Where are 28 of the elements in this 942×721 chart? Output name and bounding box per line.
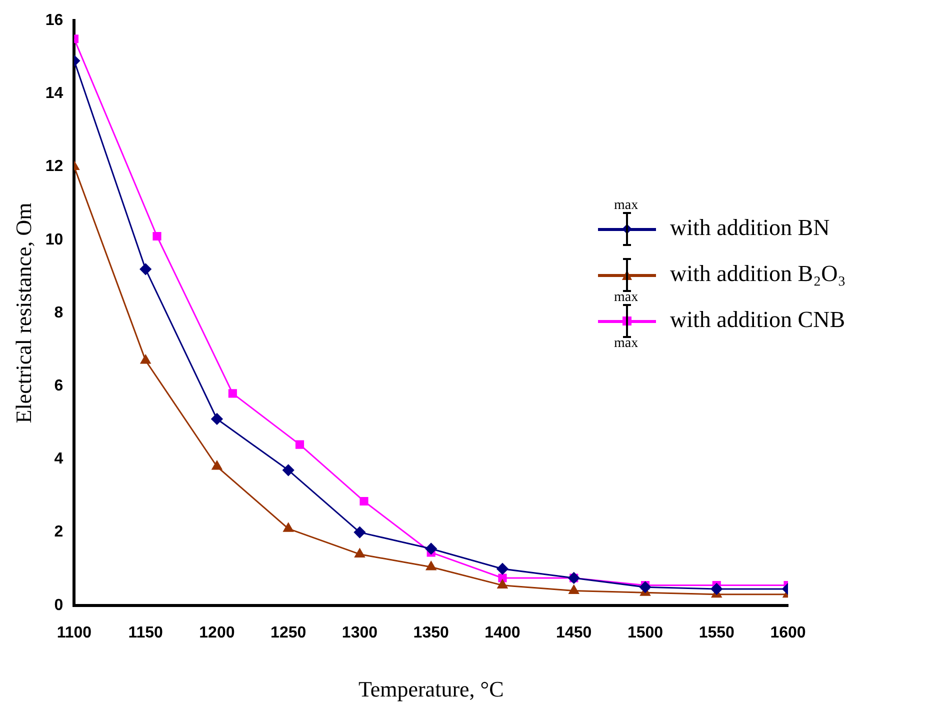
annotation: max: [614, 290, 638, 306]
x-tick-label: 1400: [484, 624, 520, 642]
legend-label: with addition B₂O₃: [670, 261, 846, 287]
y-tick-label: 2: [54, 524, 64, 541]
legend-label: with addition CNB: [670, 307, 846, 333]
x-tick-label: 1300: [342, 624, 378, 642]
annotation: max: [614, 198, 638, 214]
x-axis-title: Temperature, °C: [358, 676, 504, 702]
x-tick-label: 1600: [770, 624, 806, 642]
x-tick-label: 1500: [627, 624, 664, 642]
y-tick-label: 16: [45, 12, 64, 30]
x-tick-label: 1350: [413, 624, 449, 642]
y-tick-label: 6: [54, 378, 64, 395]
x-tick-label: 1250: [270, 624, 306, 642]
y-tick-label: 10: [45, 231, 64, 248]
y-tick-label: 0: [54, 596, 64, 614]
x-tick-label: 1450: [556, 624, 592, 642]
x-tick-label: 1200: [199, 624, 235, 642]
x-tick-label: 1100: [56, 624, 92, 642]
x-tick-label: 1550: [698, 624, 735, 642]
y-tick-label: 8: [54, 304, 64, 322]
y-tick-label: 14: [45, 85, 64, 102]
legend-label: with addition BN: [670, 215, 830, 241]
x-tick-label: 1150: [128, 624, 164, 642]
y-tick-label: 12: [45, 158, 64, 176]
annotation: max: [614, 336, 638, 352]
y-axis-title: Electrical resistance, Om: [10, 202, 36, 424]
y-tick-label: 4: [54, 450, 64, 468]
